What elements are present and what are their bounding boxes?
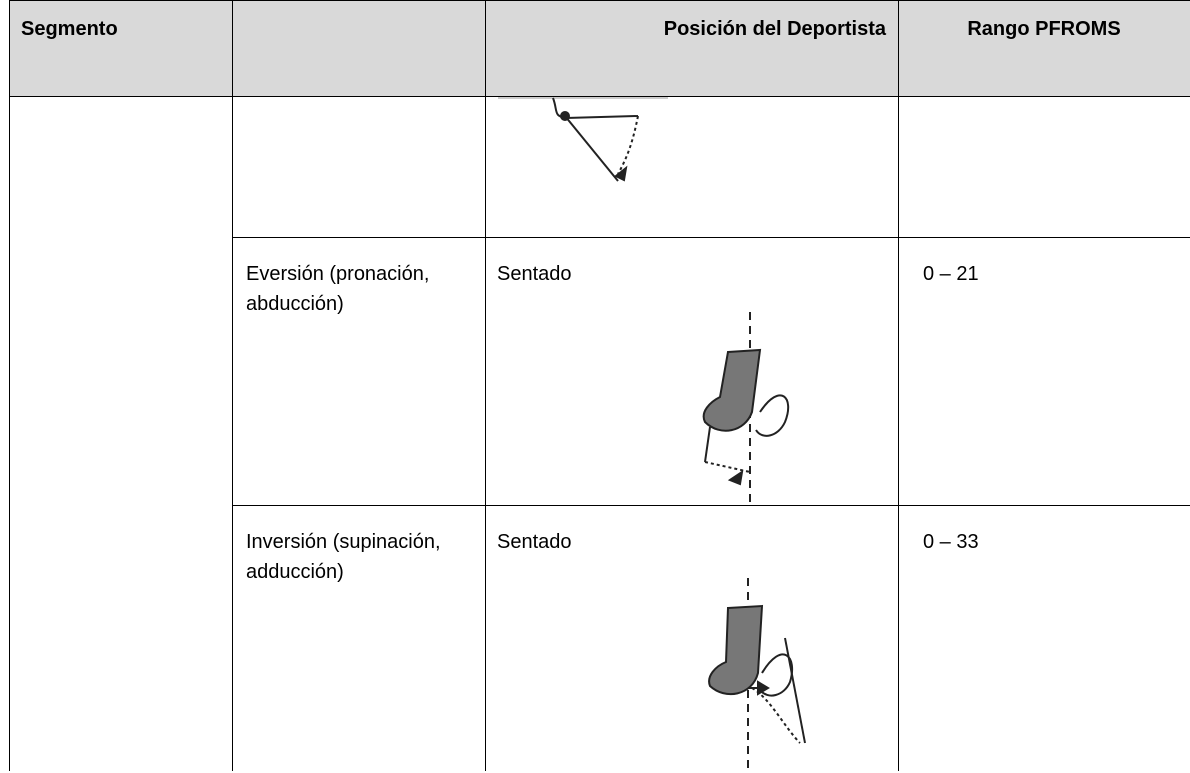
- rule: [9, 0, 1190, 1]
- movement-cell: Eversión (pronación, abducción): [246, 263, 430, 315]
- foot-illustration: [702, 312, 790, 507]
- header-background: [9, 0, 1190, 96]
- rule: [232, 237, 1190, 238]
- header-cell: Posición del Deportista: [663, 18, 886, 40]
- foot-illustration: [708, 578, 806, 773]
- foot-illustration: [498, 97, 668, 182]
- header-cell: Segmento: [21, 18, 118, 40]
- range-cell: 0 – 33: [923, 531, 979, 553]
- position-cell: Sentado: [497, 531, 572, 553]
- rule: [9, 96, 1190, 97]
- rule: [485, 0, 486, 771]
- range-cell: 0 – 21: [923, 263, 979, 285]
- movement-cell: Inversión (supinación, adducción): [246, 531, 441, 583]
- header-cell: Rango PFROMS: [967, 18, 1121, 40]
- rule: [898, 0, 899, 771]
- rule: [9, 0, 10, 771]
- rule: [232, 0, 233, 771]
- position-cell: Sentado: [497, 263, 572, 285]
- rule: [232, 505, 1190, 506]
